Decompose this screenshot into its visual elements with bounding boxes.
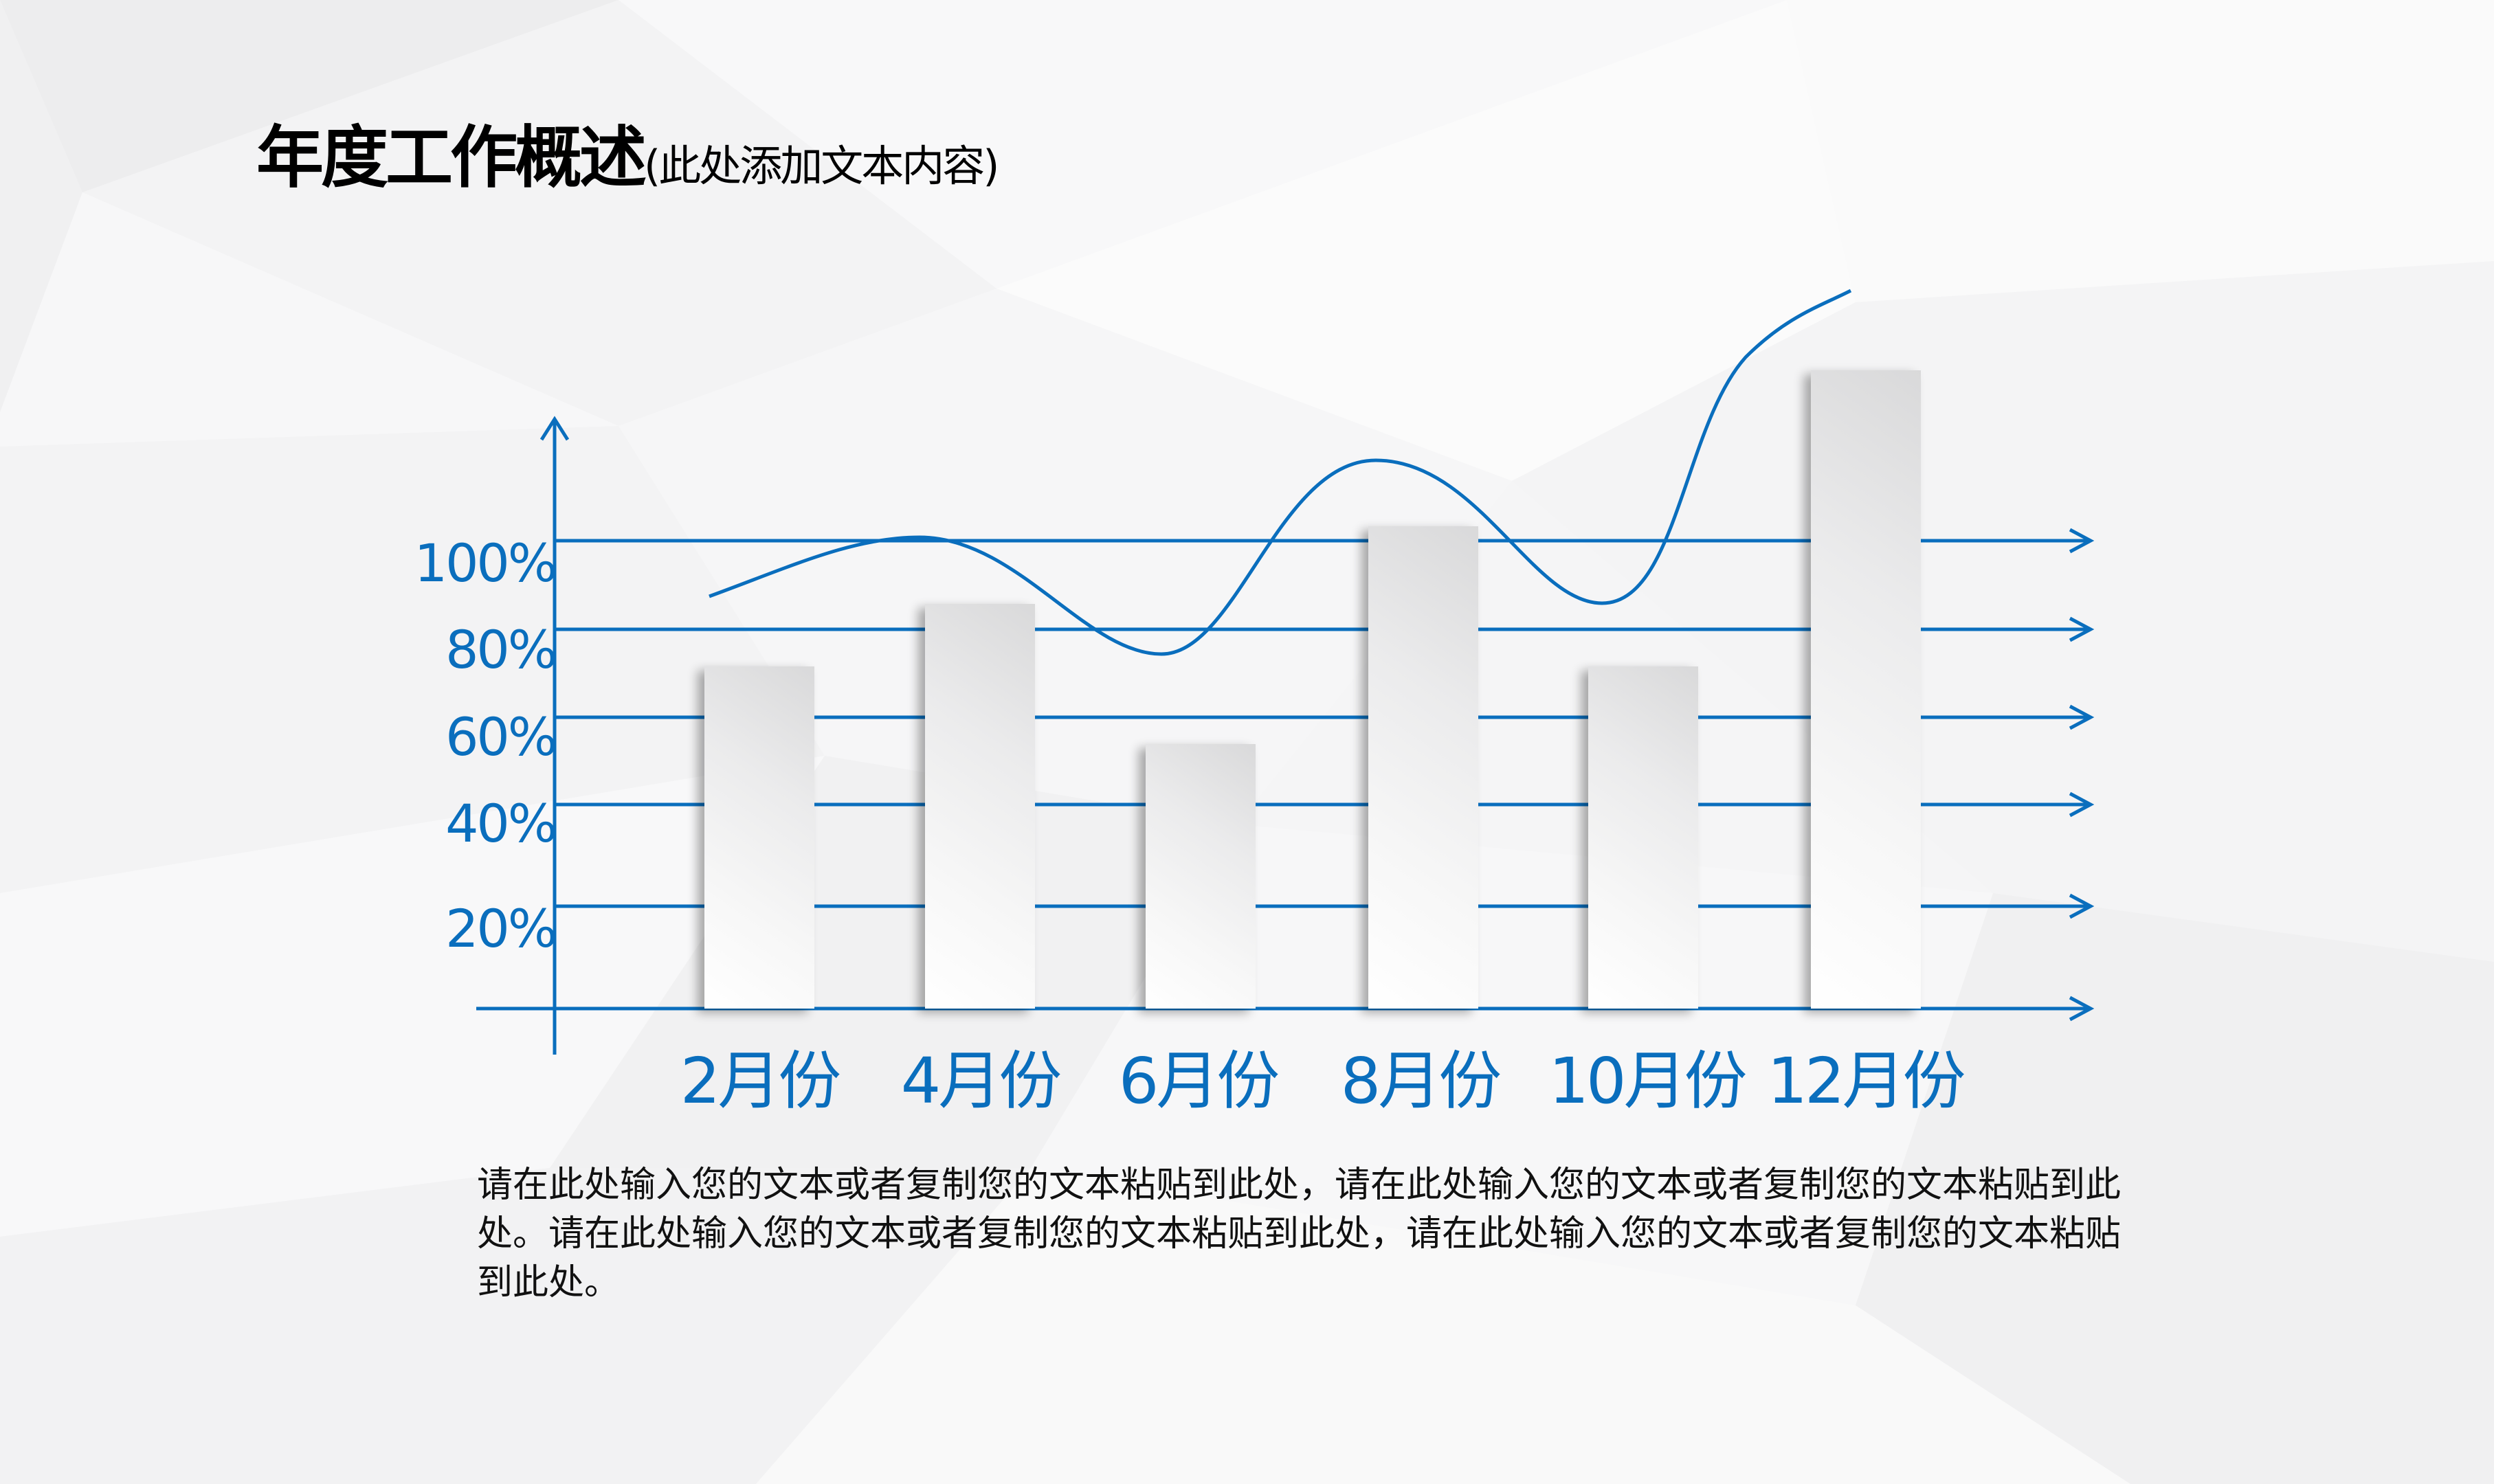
arrow-right-icon [2069, 528, 2095, 554]
slide-subtitle: (此处添加文本内容) [644, 141, 999, 191]
x-tick-label: 2月份 [680, 1044, 842, 1118]
arrow-right-icon [2069, 791, 2095, 818]
y-tick-label: 40% [445, 793, 557, 854]
arrow-right-icon [2069, 893, 2095, 919]
arrow-right-icon [2069, 616, 2095, 642]
bar-12月份 [1811, 370, 1921, 1009]
y-tick-label: 60% [445, 706, 557, 767]
x-tick-label: 4月份 [900, 1044, 1062, 1118]
slide-title: 年度工作概述 [256, 119, 647, 197]
arrow-right-icon [2069, 996, 2095, 1022]
x-tick-label: 12月份 [1767, 1044, 1966, 1118]
bar-10月份 [1588, 666, 1698, 1009]
y-axis-arrow-icon [539, 416, 570, 441]
slide-title-group: 年度工作概述(此处添加文本内容) [256, 103, 999, 201]
y-tick-label: 100% [414, 532, 557, 594]
x-tick-label: 6月份 [1118, 1044, 1280, 1118]
bar-6月份 [1146, 744, 1256, 1009]
y-tick-label: 80% [445, 619, 557, 680]
body-paragraph: 请在此处输入您的文本或者复制您的文本粘贴到此处，请在此处输入您的文本或者复制您的… [477, 1165, 2122, 1303]
x-tick-label: 10月份 [1548, 1044, 1747, 1118]
arrow-right-icon [2069, 704, 2095, 730]
y-tick-label: 20% [445, 898, 557, 959]
bar-8月份 [1368, 526, 1478, 1009]
bar-4月份 [925, 604, 1035, 1009]
bar-2月份 [704, 666, 814, 1009]
x-tick-label: 8月份 [1340, 1044, 1502, 1118]
